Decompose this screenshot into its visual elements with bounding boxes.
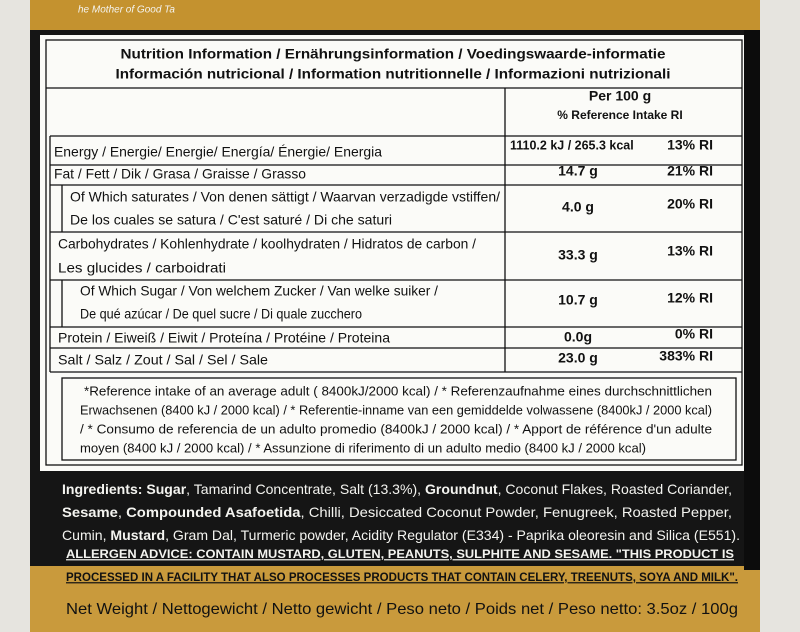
table-title: Información nutricional / Information nu…	[116, 66, 671, 82]
ingredient: , Coconut Flakes, Roasted Coriander,	[498, 481, 732, 497]
amount: 14.7 g	[558, 163, 598, 179]
row-label: Les glucides / carboidrati	[58, 260, 226, 276]
table-grid	[46, 87, 742, 373]
ingredient: , Gram Dal, Turmeric powder, Acidity Reg…	[165, 527, 740, 543]
ri: 13% RI	[667, 137, 713, 153]
net-weight: Net Weight / Nettogewicht / Netto gewich…	[66, 601, 738, 618]
row-label: Of Which Sugar / Von welchem Zucker / Va…	[80, 283, 438, 299]
panel-edge	[744, 30, 760, 570]
row-label: Fat / Fett / Dik / Grasa / Graisse / Gra…	[54, 166, 306, 182]
row-label: Protein / Eiweiß / Eiwit / Proteína / Pr…	[58, 330, 390, 346]
ingredients: Cumin, Mustard, Gram Dal, Turmeric powde…	[62, 527, 740, 543]
top-band	[30, 0, 760, 34]
row-label: Carbohydrates / Kohlenhydrate / koolhydr…	[58, 236, 476, 252]
row-label: Energy / Energie/ Energie/ Energía/ Éner…	[54, 144, 382, 160]
amount: 4.0 g	[562, 199, 594, 215]
column-header: % Reference Intake RI	[557, 108, 682, 122]
ri: 0% RI	[675, 326, 713, 342]
row-label: De qué azúcar / De quel sucre / Di quale…	[80, 306, 362, 322]
allergen-advice: PROCESSED IN A FACILITY THAT ALSO PROCES…	[66, 570, 738, 584]
ri: 383% RI	[659, 348, 713, 364]
ingredient: ,	[118, 504, 126, 520]
ingredient-bold: Groundnut	[425, 481, 498, 497]
row-label: Of Which saturates / Von denen sättigt /…	[70, 189, 500, 205]
footnote: Erwachsenen (8400 kJ / 2000 kcal) / * Re…	[80, 402, 712, 417]
ingredient-bold: Compounded Asafoetida	[126, 504, 301, 520]
amount: 33.3 g	[558, 247, 598, 263]
column-header: Per 100 g	[589, 88, 651, 104]
table-border	[45, 39, 743, 466]
bottom-band	[30, 566, 760, 632]
ri: 12% RI	[667, 290, 713, 306]
amount: 10.7 g	[558, 292, 598, 308]
ingredient: Cumin,	[62, 527, 110, 543]
footnote-box	[61, 377, 737, 461]
ingredient: , Tamarind Concentrate, Salt (13.3%),	[186, 481, 425, 497]
footnote: *Reference intake of an average adult ( …	[84, 383, 712, 398]
label-card	[40, 35, 748, 471]
ingredient: , Chilli, Desiccated Coconut Powder, Fen…	[301, 504, 732, 520]
ri: 20% RI	[667, 196, 713, 212]
table-title: Nutrition Information / Ernährungsinform…	[121, 46, 666, 62]
ingredients: Sesame, Compounded Asafoetida, Chilli, D…	[62, 504, 732, 520]
amount: 1110.2 kJ / 265.3 kcal	[510, 138, 634, 152]
ingredients: Ingredients: Sugar, Tamarind Concentrate…	[62, 481, 732, 497]
row-label: De los cuales se satura / C'est saturé /…	[70, 212, 392, 228]
amount: 0.0g	[564, 329, 592, 345]
footnote: / * Consumo de referencia de un adulto p…	[80, 421, 712, 436]
row-label: Salt / Salz / Zout / Sal / Sel / Sale	[58, 352, 268, 368]
ingredient-bold: Mustard	[110, 527, 165, 543]
brand: he Mother of Good Ta	[78, 5, 175, 16]
footnote: moyen (8400 kJ / 2000 kcal) / * Assunzio…	[80, 440, 646, 455]
ingredient-bold: Ingredients: Sugar	[62, 481, 187, 497]
amount: 23.0 g	[558, 350, 598, 366]
ri: 21% RI	[667, 163, 713, 179]
ingredient-bold: Sesame	[62, 504, 118, 520]
allergen-advice: ALLERGEN ADVICE: CONTAIN MUSTARD, GLUTEN…	[66, 547, 734, 561]
ri: 13% RI	[667, 243, 713, 259]
